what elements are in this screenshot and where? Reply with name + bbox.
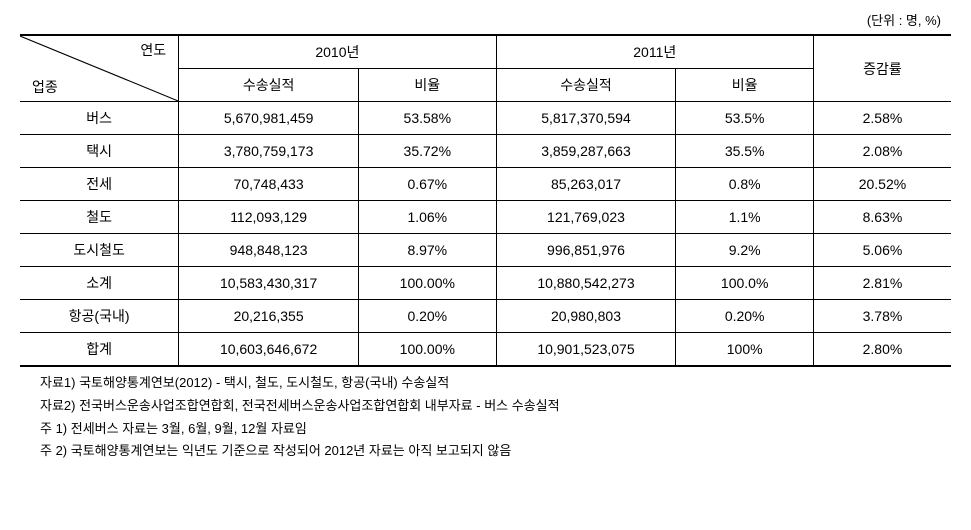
table-row: 도시철도948,848,1238.97%996,851,9769.2%5.06% (20, 234, 951, 267)
footnote-line: 주 1) 전세버스 자료는 3월, 6월, 9월, 12월 자료임 (40, 419, 951, 440)
table-body: 버스5,670,981,45953.58%5,817,370,59453.5%2… (20, 102, 951, 367)
cell-value2: 20,980,803 (496, 300, 676, 333)
cell-ratio1: 0.20% (359, 300, 497, 333)
cell-value2: 121,769,023 (496, 201, 676, 234)
cell-value1: 70,748,433 (179, 168, 359, 201)
table-row: 전세70,748,4330.67%85,263,0170.8%20.52% (20, 168, 951, 201)
header-year2: 2011년 (496, 35, 813, 69)
header-year-label: 연도 (140, 40, 166, 60)
cell-ratio2: 100.0% (676, 267, 814, 300)
cell-category: 전세 (20, 168, 179, 201)
footnote-line: 주 2) 국토해양통계연보는 익년도 기준으로 작성되어 2012년 자료는 아… (40, 441, 951, 462)
cell-value2: 10,880,542,273 (496, 267, 676, 300)
table-row: 소계10,583,430,317100.00%10,880,542,273100… (20, 267, 951, 300)
cell-category: 도시철도 (20, 234, 179, 267)
cell-category: 소계 (20, 267, 179, 300)
cell-value1: 10,603,646,672 (179, 333, 359, 367)
cell-value2: 3,859,287,663 (496, 135, 676, 168)
cell-ratio1: 100.00% (359, 267, 497, 300)
footnote-line: 자료2) 전국버스운송사업조합연합회, 전국전세버스운송사업조합연합회 내부자료… (40, 396, 951, 417)
cell-ratio2: 0.20% (676, 300, 814, 333)
table-row: 철도112,093,1291.06%121,769,0231.1%8.63% (20, 201, 951, 234)
header-change: 증감률 (813, 35, 951, 102)
cell-ratio2: 100% (676, 333, 814, 367)
cell-ratio1: 0.67% (359, 168, 497, 201)
header-ratio1: 비율 (359, 69, 497, 102)
cell-value1: 5,670,981,459 (179, 102, 359, 135)
header-value1: 수송실적 (179, 69, 359, 102)
cell-value2: 996,851,976 (496, 234, 676, 267)
cell-ratio2: 1.1% (676, 201, 814, 234)
header-ratio2: 비율 (676, 69, 814, 102)
cell-category: 합계 (20, 333, 179, 367)
table-row: 합계10,603,646,672100.00%10,901,523,075100… (20, 333, 951, 367)
cell-ratio1: 53.58% (359, 102, 497, 135)
cell-ratio2: 53.5% (676, 102, 814, 135)
cell-ratio2: 35.5% (676, 135, 814, 168)
unit-label: (단위 : 명, %) (20, 10, 951, 29)
cell-category: 버스 (20, 102, 179, 135)
footnotes: 자료1) 국토해양통계연보(2012) - 택시, 철도, 도시철도, 항공(국… (20, 373, 951, 462)
cell-value2: 5,817,370,594 (496, 102, 676, 135)
transport-table: 연도 업종 2010년 2011년 증감률 수송실적 비율 수송실적 비율 버스… (20, 34, 951, 367)
cell-ratio1: 8.97% (359, 234, 497, 267)
cell-category: 철도 (20, 201, 179, 234)
cell-value1: 3,780,759,173 (179, 135, 359, 168)
cell-value1: 112,093,129 (179, 201, 359, 234)
footnote-line: 자료1) 국토해양통계연보(2012) - 택시, 철도, 도시철도, 항공(국… (40, 373, 951, 394)
cell-change: 2.58% (813, 102, 951, 135)
cell-value1: 20,216,355 (179, 300, 359, 333)
cell-category: 택시 (20, 135, 179, 168)
cell-change: 3.78% (813, 300, 951, 333)
cell-change: 2.08% (813, 135, 951, 168)
cell-value1: 10,583,430,317 (179, 267, 359, 300)
cell-change: 2.81% (813, 267, 951, 300)
cell-change: 8.63% (813, 201, 951, 234)
table-row: 택시3,780,759,17335.72%3,859,287,66335.5%2… (20, 135, 951, 168)
cell-change: 5.06% (813, 234, 951, 267)
cell-change: 2.80% (813, 333, 951, 367)
table-row: 버스5,670,981,45953.58%5,817,370,59453.5%2… (20, 102, 951, 135)
header-value2: 수송실적 (496, 69, 676, 102)
cell-value2: 85,263,017 (496, 168, 676, 201)
header-category-label: 업종 (32, 77, 58, 97)
cell-category: 항공(국내) (20, 300, 179, 333)
cell-ratio1: 100.00% (359, 333, 497, 367)
cell-ratio2: 9.2% (676, 234, 814, 267)
cell-ratio2: 0.8% (676, 168, 814, 201)
cell-change: 20.52% (813, 168, 951, 201)
cell-ratio1: 1.06% (359, 201, 497, 234)
header-year1: 2010년 (179, 35, 496, 69)
table-row: 항공(국내)20,216,3550.20%20,980,8030.20%3.78… (20, 300, 951, 333)
cell-value1: 948,848,123 (179, 234, 359, 267)
diagonal-header: 연도 업종 (20, 35, 179, 102)
cell-ratio1: 35.72% (359, 135, 497, 168)
cell-value2: 10,901,523,075 (496, 333, 676, 367)
